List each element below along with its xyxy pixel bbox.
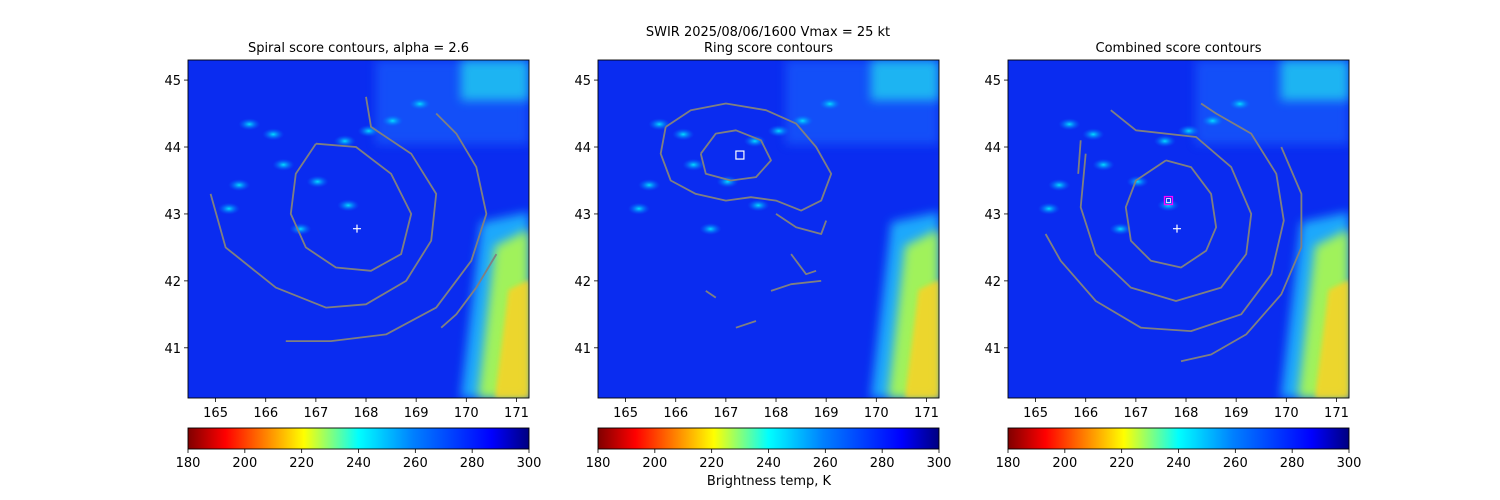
y-tick-label: 44 — [164, 141, 181, 156]
colorbar-tick-label: 260 — [1223, 456, 1248, 471]
score-contour — [285, 112, 488, 342]
panel-2: Ring score contours 165 166 167 168 169 170 171… — [574, 41, 951, 471]
contour-group — [209, 96, 498, 342]
x-tick-label: 168 — [764, 406, 789, 421]
colorbar-tick-label: 220 — [289, 456, 314, 471]
y-tick-label: 45 — [574, 74, 591, 89]
y-tick-label: 44 — [984, 141, 1001, 156]
colorbar-tick-label: 300 — [517, 456, 542, 471]
colorbar — [187, 427, 530, 450]
score-contour — [1124, 159, 1217, 269]
x-tick-label: 169 — [814, 406, 839, 421]
colorbar-tick-label: 220 — [699, 456, 724, 471]
colorbar-tick-label: 240 — [756, 456, 781, 471]
y-tick-label: 41 — [984, 342, 1001, 357]
ring-center-marker — [735, 150, 745, 160]
combined-best-marker — [1163, 195, 1174, 206]
score-contour — [790, 253, 817, 276]
score-contour — [699, 129, 772, 182]
colorbar-tick-label: 200 — [642, 456, 667, 471]
colorbar — [1007, 427, 1350, 450]
colorbar-tick-label: 260 — [403, 456, 428, 471]
colorbar-tick-label: 240 — [346, 456, 371, 471]
combined-best-marker-inner — [1166, 198, 1171, 203]
axes-frame — [187, 59, 530, 399]
x-tick-label: 168 — [1174, 406, 1199, 421]
y-tick-label: 41 — [164, 342, 181, 357]
brightness-field — [188, 60, 529, 398]
panel-3: Combined score contours 165 166 167 168 169 17… — [984, 41, 1361, 471]
x-tick-label: 166 — [1073, 406, 1098, 421]
y-tick-label: 42 — [574, 275, 591, 290]
score-contour — [1079, 109, 1253, 302]
x-tick-label: 166 — [663, 406, 688, 421]
score-contour — [1077, 140, 1082, 174]
x-tick-label: 166 — [253, 406, 278, 421]
contour-group — [659, 102, 833, 329]
panel-title: Combined score contours — [1096, 41, 1262, 56]
score-contour — [209, 96, 438, 309]
x-tick-label: 169 — [1224, 406, 1249, 421]
x-tick-label: 170 — [454, 406, 479, 421]
x-tick-label: 169 — [404, 406, 429, 421]
colorbar-tick-label: 300 — [1337, 456, 1362, 471]
colorbar-tick-label: 260 — [813, 456, 838, 471]
x-tick-label: 170 — [864, 406, 889, 421]
x-tick-label: 167 — [1123, 406, 1148, 421]
y-tick-label: 43 — [984, 208, 1001, 223]
score-contour — [1044, 102, 1285, 332]
panel-1: Spiral score contours, alpha = 2.6 165 166… — [164, 41, 541, 471]
colorbar-tick-label: 180 — [586, 456, 611, 471]
score-contour — [775, 213, 828, 235]
colorbar-tick-label: 280 — [870, 456, 895, 471]
panel-title: Ring score contours — [704, 41, 833, 56]
x-tick-label: 171 — [1324, 406, 1349, 421]
x-tick-label: 171 — [504, 406, 529, 421]
center-plus-marker — [352, 224, 361, 233]
figure-suptitle: SWIR 2025/08/06/1600 Vmax = 25 kt — [646, 25, 890, 40]
colorbar-label: Brightness temp, K — [707, 474, 832, 489]
x-tick-label: 167 — [713, 406, 738, 421]
y-tick-label: 41 — [574, 342, 591, 357]
colorbar-tick-label: 180 — [996, 456, 1021, 471]
axes-frame — [597, 59, 940, 399]
x-tick-label: 171 — [914, 406, 939, 421]
colorbar-tick-label: 240 — [1166, 456, 1191, 471]
colorbar-tick-label: 180 — [176, 456, 201, 471]
panel-title: Spiral score contours, alpha = 2.6 — [248, 41, 469, 56]
colorbar-tick-label: 200 — [1052, 456, 1077, 471]
colorbar-tick-label: 300 — [927, 456, 952, 471]
colorbar-tick-label: 280 — [1280, 456, 1305, 471]
center-plus-marker — [1173, 224, 1181, 233]
y-tick-label: 45 — [984, 74, 1001, 89]
y-tick-label: 42 — [164, 275, 181, 290]
y-tick-label: 43 — [574, 208, 591, 223]
x-tick-label: 168 — [354, 406, 379, 421]
x-tick-label: 165 — [613, 406, 638, 421]
x-tick-label: 165 — [1023, 406, 1048, 421]
y-tick-label: 44 — [574, 141, 591, 156]
score-contour — [735, 320, 757, 329]
brightness-field — [598, 60, 939, 398]
axes-frame — [1007, 59, 1350, 399]
y-tick-label: 43 — [164, 208, 181, 223]
x-tick-label: 165 — [203, 406, 228, 421]
x-tick-label: 170 — [1274, 406, 1299, 421]
colorbar-tick-label: 220 — [1109, 456, 1134, 471]
score-contour — [705, 290, 717, 299]
score-contour — [1180, 146, 1303, 363]
contour-group — [1044, 102, 1303, 363]
x-tick-label: 167 — [303, 406, 328, 421]
colorbar-tick-label: 280 — [460, 456, 485, 471]
score-contour — [440, 253, 498, 329]
colorbar — [597, 427, 940, 450]
colorbar-tick-label: 200 — [232, 456, 257, 471]
y-tick-label: 42 — [984, 275, 1001, 290]
score-contour — [770, 280, 822, 292]
y-tick-label: 45 — [164, 74, 181, 89]
score-contour — [659, 102, 833, 212]
score-contour — [289, 142, 413, 272]
